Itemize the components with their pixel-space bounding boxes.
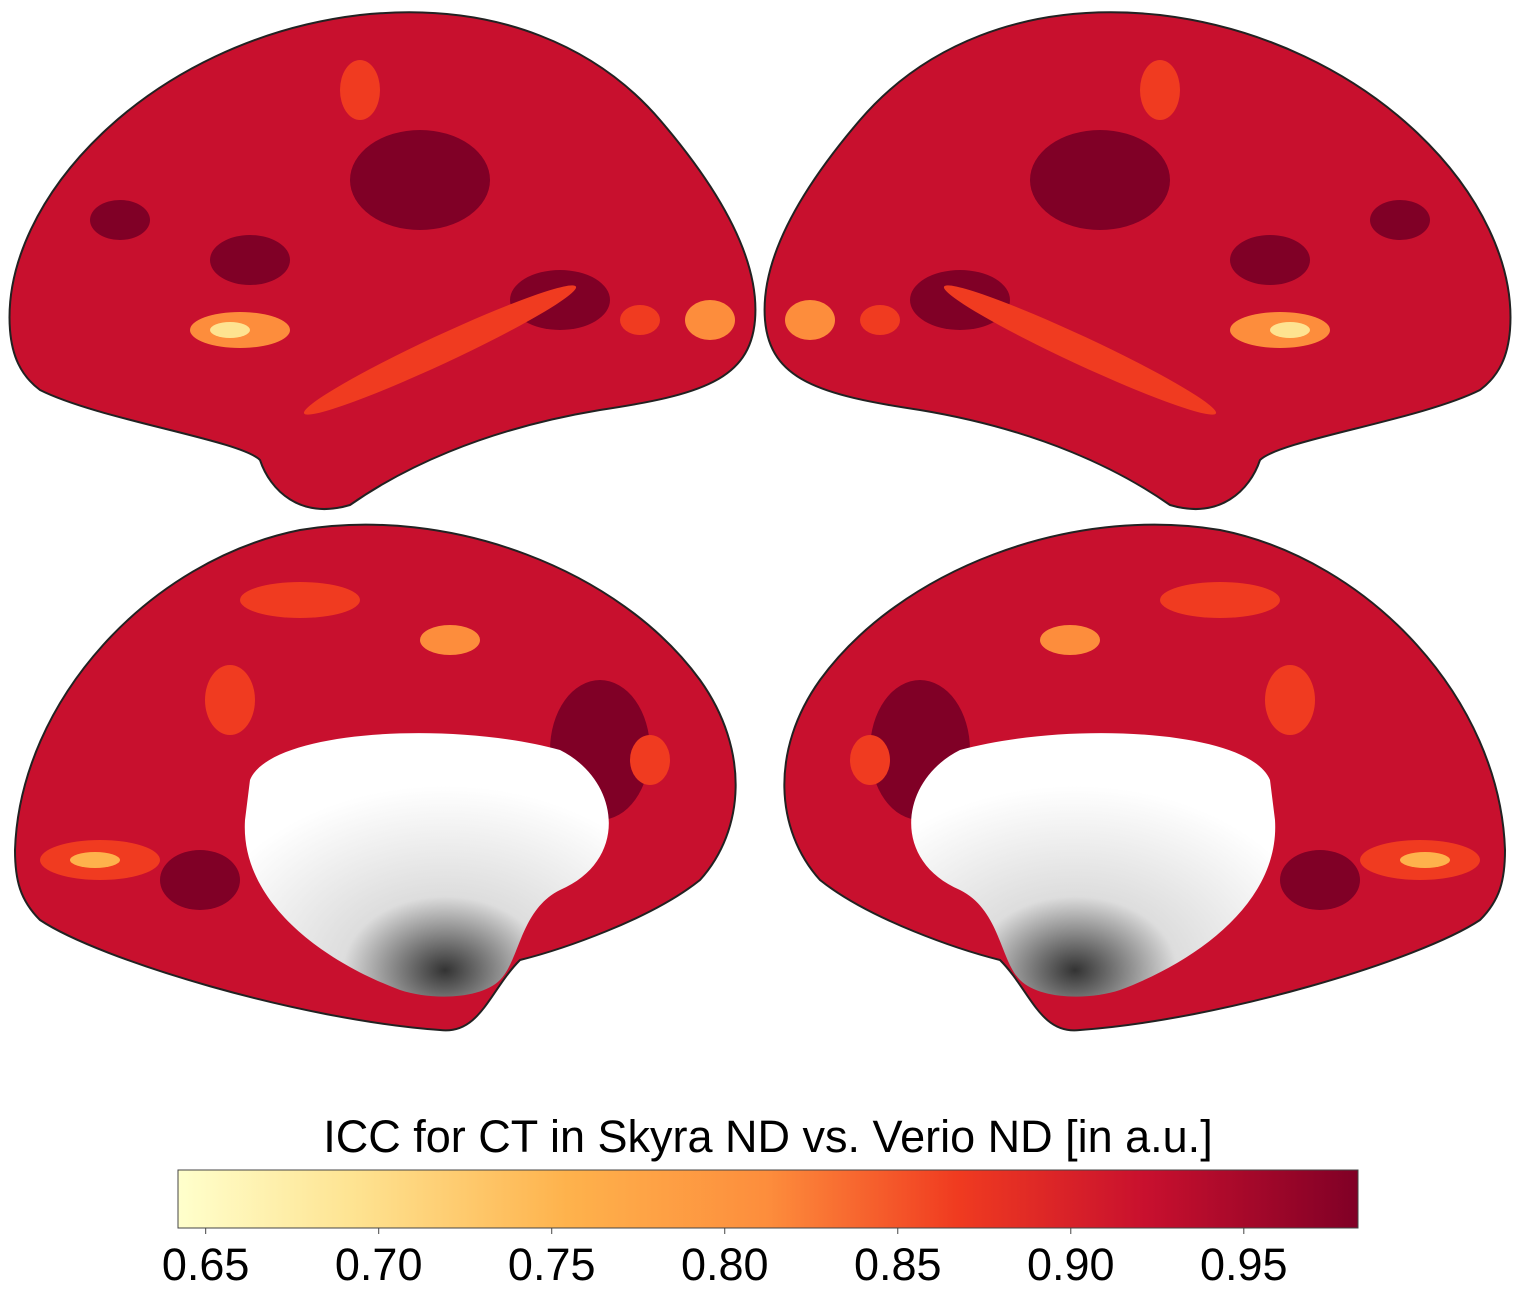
tick-label: 0.65 xyxy=(162,1239,250,1290)
colorbar xyxy=(177,1169,1359,1229)
colorbar-title: ICC for CT in Skyra ND vs. Verio ND [in … xyxy=(323,1111,1212,1162)
tick-label: 0.85 xyxy=(854,1239,942,1290)
tick-label: 0.75 xyxy=(508,1239,596,1290)
left-lateral xyxy=(8,11,757,510)
tick-label: 0.95 xyxy=(1200,1239,1288,1290)
tick-label: 0.70 xyxy=(335,1239,423,1290)
tick-label: 0.90 xyxy=(1027,1239,1115,1290)
left-medial xyxy=(14,523,737,1032)
right-medial xyxy=(783,523,1506,1032)
colorbar-ticks: 0.65 0.70 0.75 0.80 0.85 0.90 0.95 xyxy=(162,1228,1288,1290)
tick-label: 0.80 xyxy=(681,1239,769,1290)
right-lateral xyxy=(763,11,1512,510)
